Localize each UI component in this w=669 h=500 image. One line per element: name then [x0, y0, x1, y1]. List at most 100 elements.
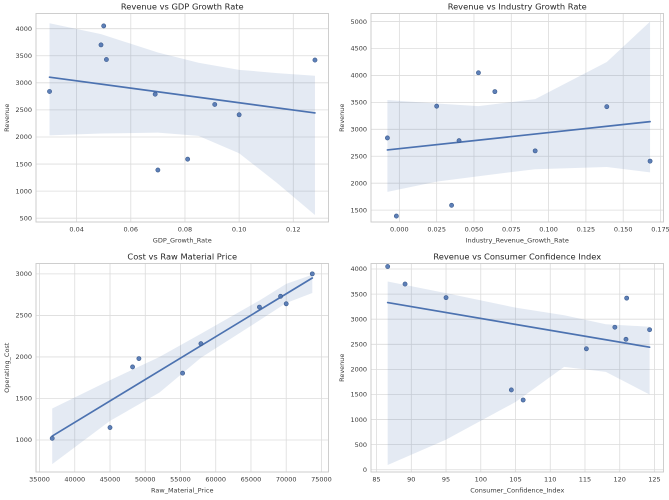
plot-content: [384, 264, 652, 465]
plot-area: [370, 263, 663, 472]
y-tick-label: 3000: [350, 315, 367, 323]
regression-line: [48, 76, 316, 114]
x-tick-label: 90: [407, 476, 415, 484]
subplot-revenue-vs-industry-growth-rate: 0.000 0.025 0.050 0.075 0.100 0.125 0.150 0.175…: [335, 0, 669, 250]
chart-title: Revenue vs Industry Growth Rate: [447, 2, 586, 12]
y-tick-label: 2000: [350, 179, 367, 187]
plot-content: [47, 23, 318, 215]
data-point: [180, 370, 186, 376]
x-tick-label: 65000: [241, 476, 262, 484]
y-tick-label: 2000: [15, 133, 32, 141]
data-point: [508, 387, 514, 393]
data-point: [98, 42, 104, 48]
data-point: [155, 167, 161, 173]
data-point: [623, 295, 629, 301]
y-tick-label: 1500: [350, 391, 367, 399]
y-tick-label: 3000: [15, 270, 32, 278]
data-point: [384, 264, 390, 269]
axes-frame: [35, 263, 329, 473]
x-tick-label: 35000: [29, 476, 50, 484]
plot-area: [36, 13, 329, 222]
x-tick-label: 40000: [64, 476, 85, 484]
y-tick-label: 2000: [350, 366, 367, 374]
data-point: [130, 364, 135, 370]
axes-frame: [370, 13, 664, 223]
x-tick-label: 45000: [100, 476, 121, 484]
y-tick-label: 0: [362, 466, 366, 474]
data-point: [236, 112, 242, 118]
x-tick-label: 85: [372, 476, 380, 484]
y-axis-label: Revenue: [338, 104, 346, 132]
y-tick-label: 2000: [15, 353, 32, 361]
x-tick-label: 95: [441, 476, 449, 484]
x-tick-label: 100: [474, 476, 486, 484]
data-point: [283, 301, 289, 307]
x-tick-label: 0.025: [427, 226, 446, 234]
data-point: [136, 356, 142, 362]
data-point: [393, 213, 399, 219]
data-point: [257, 304, 262, 310]
y-tick-label: 2500: [15, 106, 32, 114]
x-tick-label: 55000: [170, 476, 191, 484]
y-tick-label: 1000: [350, 416, 367, 424]
y-tick-label: 3500: [15, 52, 32, 60]
y-tick-label: 1000: [15, 187, 32, 195]
x-tick-label: 0.000: [390, 226, 409, 234]
data-point: [47, 89, 52, 94]
x-tick-label: 75000: [311, 476, 332, 484]
data-point: [185, 156, 191, 162]
y-tick-label: 4000: [350, 72, 367, 80]
axes-frame: [35, 13, 329, 223]
data-point: [520, 397, 526, 403]
y-tick-label: 500: [354, 441, 366, 449]
confidence-band: [52, 274, 313, 465]
data-point: [312, 57, 318, 63]
x-axis-label: Raw_Material_Price: [151, 487, 213, 495]
data-point: [384, 135, 390, 141]
data-point: [152, 91, 158, 97]
y-axis-label: Operating_Cost: [3, 342, 11, 393]
x-axis-label: GDP_Growth_Rate: [153, 237, 212, 245]
data-point: [475, 70, 481, 76]
data-point: [443, 295, 448, 301]
y-tick-label: 2500: [15, 312, 32, 320]
y-tick-label: 1500: [350, 206, 367, 214]
subplot-revenue-vs-gdp-growth-rate: 0.04 0.06 0.08 0.10 0.12 500 1000 1500 2000 2500 3…: [0, 0, 335, 250]
x-tick-label: 125: [648, 476, 660, 484]
data-point: [456, 138, 461, 144]
chart-title: Revenue vs Consumer Confidence Index: [433, 252, 601, 262]
data-point: [603, 104, 609, 110]
data-point: [212, 102, 218, 107]
x-tick-label: 70000: [276, 476, 297, 484]
y-tick-label: 3000: [350, 126, 367, 134]
x-tick-label: 105: [509, 476, 521, 484]
regression-line: [386, 120, 651, 151]
x-tick-label: 50000: [135, 476, 156, 484]
subplot-revenue-vs-consumer-confidence-index: 85 90 95 100 105 110 115 120 125 0 500 1000 1500 2000…: [335, 250, 669, 500]
chart-canvas: 0.04 0.06 0.08 0.10 0.12 500 1000 1500 2000 2500 3…: [3, 2, 329, 245]
x-axis-label: Consumer_Confidence_Index: [470, 487, 564, 495]
y-tick-label: 4500: [350, 45, 367, 53]
data-point: [198, 341, 204, 347]
confidence-band: [386, 21, 650, 192]
confidence-band: [387, 281, 650, 465]
y-tick-label: 3000: [15, 79, 32, 87]
chart-canvas: 85 90 95 100 105 110 115 120 125 0 500 1000 1500 2000…: [338, 252, 664, 495]
data-point: [101, 23, 107, 29]
x-tick-label: 0.06: [124, 226, 138, 234]
confidence-band: [49, 23, 315, 215]
x-axis-label: Industry_Revenue_Growth_Rate: [465, 237, 568, 245]
y-tick-label: 4000: [350, 265, 367, 273]
data-point: [448, 202, 454, 208]
x-tick-label: 0.125: [576, 226, 595, 234]
data-point: [646, 327, 652, 333]
data-point: [49, 435, 55, 441]
data-point: [583, 346, 589, 352]
data-point: [107, 425, 113, 430]
data-point: [611, 324, 617, 330]
data-point: [623, 336, 628, 342]
y-tick-label: 1000: [15, 436, 32, 444]
x-tick-label: 0.04: [69, 226, 83, 234]
chart-title: Cost vs Raw Material Price: [127, 252, 237, 262]
